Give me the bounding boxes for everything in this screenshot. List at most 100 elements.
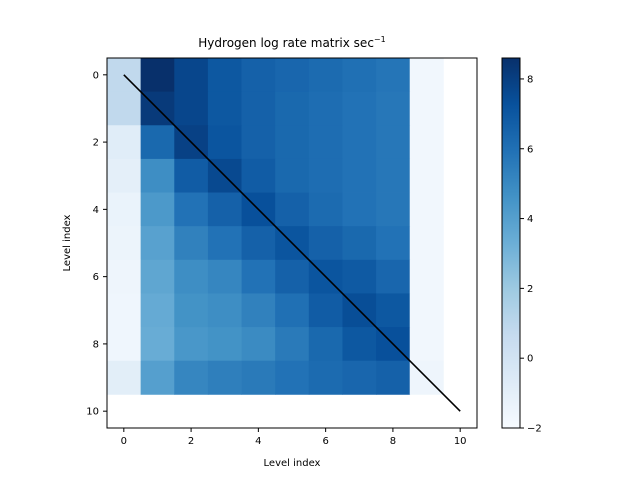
heatmap-cell [174,293,209,328]
y-tick-label: 6 [93,272,99,283]
heatmap-cell [342,192,377,227]
heatmap-cell [241,293,276,328]
y-tick-label: 4 [93,205,99,216]
heatmap-cell [342,327,377,362]
heatmap-cell [241,226,276,261]
heatmap-cell [207,360,242,395]
colorbar-gradient [502,58,520,428]
x-tick-label: 8 [390,436,396,447]
colorbar-frame [501,57,521,429]
heatmap-cell [342,226,377,261]
heatmap-cell [140,58,175,93]
heatmap-cell [107,226,142,261]
heatmap-cell [174,327,209,362]
heatmap-cell [376,293,411,328]
heatmap-cell [207,91,242,126]
chart-title: Hydrogen log rate matrix sec−1 [198,35,385,50]
heatmap-cell [241,259,276,294]
colorbar-tick-label: 4 [527,214,533,225]
heatmap-cell [342,360,377,395]
x-tick-label: 4 [255,436,261,447]
heatmap-cell [308,293,343,328]
heatmap-cell [275,58,310,93]
heatmap-cell [140,360,175,395]
heatmap-cell [275,125,310,160]
heatmap-cell [308,158,343,193]
heatmap-cell [409,91,444,126]
chart-title-text: Hydrogen log rate matrix sec [198,36,374,50]
heatmap-cell [107,293,142,328]
heatmap-cell [241,125,276,160]
heatmap-cell [241,58,276,93]
y-tick-label: 0 [93,70,99,81]
heatmap-cell [174,360,209,395]
x-tick-label: 0 [121,436,127,447]
diagonal-line [123,74,461,412]
colorbar-tick-label: 6 [527,144,533,155]
heatmap-cell [308,226,343,261]
heatmap-cell [275,158,310,193]
heatmap-cell [207,259,242,294]
heatmap-cell [376,58,411,93]
heatmap-cell [174,91,209,126]
heatmap-cell [308,327,343,362]
heatmap-cell [409,125,444,160]
colorbar: −2 0 2 4 6 8 [501,57,542,435]
heatmap-cell [342,125,377,160]
x-tick-label: 2 [188,436,194,447]
heatmap-cell [342,259,377,294]
heatmap-cell [376,226,411,261]
heatmap-cell [241,158,276,193]
heatmap-cell [107,158,142,193]
colorbar-tick-label: −2 [527,424,542,435]
y-tick-label: 8 [93,339,99,350]
heatmap-cell [275,360,310,395]
heatmap-cell [342,158,377,193]
heatmap-cell [107,327,142,362]
heatmap-cell [207,327,242,362]
heatmap-cell [140,226,175,261]
heatmap-cell [174,158,209,193]
heatmap-cell [140,158,175,193]
heatmap-cell [207,293,242,328]
x-tick-label: 6 [322,436,328,447]
heatmap-cell [376,125,411,160]
heatmap-cell [275,327,310,362]
heatmap-cell [275,293,310,328]
plot-area: 0 2 4 6 8 10 0 2 4 6 8 10 [86,57,478,447]
heatmap-cell [207,58,242,93]
heatmap-cell [376,360,411,395]
y-axis-ticks: 0 2 4 6 8 10 [86,70,107,418]
heatmap-cell [140,125,175,160]
heatmap-cell [207,192,242,227]
heatmap-cell [376,192,411,227]
heatmap-cell [107,125,142,160]
heatmap-cell [308,125,343,160]
heatmap-cell [308,58,343,93]
y-axis-label: Level index [62,214,73,271]
colorbar-tick-label: 8 [527,74,533,85]
heatmap-cell [275,91,310,126]
heatmap-cell [241,91,276,126]
chart-title-superscript: −1 [374,35,386,44]
x-axis-ticks: 0 2 4 6 8 10 [121,428,467,447]
heatmap-cell [308,192,343,227]
heatmap-cell [308,360,343,395]
heatmap-cell [241,327,276,362]
heatmap-cell [308,91,343,126]
heatmap-cell [140,327,175,362]
heatmap-cell [241,360,276,395]
heatmap-cell [376,158,411,193]
heatmap-cell [174,226,209,261]
heatmap-cell [275,192,310,227]
heatmap-cell [207,125,242,160]
y-tick-label: 2 [93,138,99,149]
heatmap-cell [140,192,175,227]
heatmap-cell [376,91,411,126]
colorbar-ticks: −2 0 2 4 6 8 [520,74,542,435]
heatmap-cell [409,293,444,328]
plot-frame [106,57,478,429]
heatmap-cell [409,192,444,227]
heatmap-cell [140,293,175,328]
